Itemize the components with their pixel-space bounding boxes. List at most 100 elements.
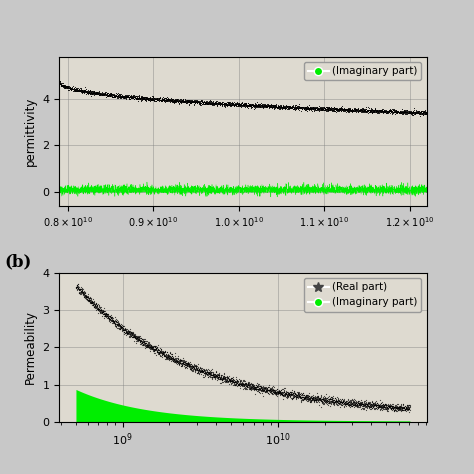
Point [275,389,283,397]
Point [252,100,259,108]
Point [392,109,400,117]
Point [308,394,316,402]
Point [229,377,237,384]
Point [174,98,182,105]
Point [397,403,404,410]
Point [363,108,370,116]
Point [100,90,108,98]
Point [398,109,406,116]
Point [201,99,209,106]
Point [139,335,146,342]
Point [250,385,257,392]
Point [196,100,204,107]
Point [58,81,66,89]
Point [255,100,262,108]
Point [343,401,350,408]
Point [357,401,365,408]
Point [343,105,351,112]
Point [143,341,150,349]
Point [158,96,165,103]
Point [87,88,95,96]
Point [293,104,301,111]
Point [264,383,272,391]
Point [248,381,255,388]
Point [166,354,173,362]
Point [153,346,160,353]
Point [115,324,123,332]
Point [360,107,368,114]
Point [238,100,246,107]
Point [387,402,394,410]
Point [110,318,118,326]
Point [232,102,240,109]
Point [204,370,212,378]
Point [341,397,348,404]
Point [333,397,341,405]
Point [332,396,340,403]
Point [326,398,334,405]
Point [130,93,138,101]
Point [285,390,292,397]
Point [104,90,111,97]
Point [187,362,195,369]
Point [238,98,246,106]
Point [75,283,82,291]
Point [291,103,299,111]
Point [56,79,64,87]
Point [404,405,412,412]
Point [366,107,374,115]
Point [113,94,121,102]
Point [125,328,132,336]
Point [311,392,319,400]
Point [228,100,236,108]
Point [351,401,359,408]
Point [192,98,200,106]
Point [251,385,258,392]
Point [79,287,86,294]
Point [94,90,102,98]
Point [236,100,244,108]
Point [175,360,183,367]
Point [125,92,132,100]
Point [265,102,273,110]
Point [228,376,236,384]
Point [299,389,307,396]
Point [353,106,360,114]
Point [371,405,378,412]
Point [312,106,320,113]
Point [137,337,145,345]
Point [175,96,183,104]
Point [204,100,212,107]
Point [347,107,355,115]
Point [155,346,163,354]
Point [325,395,332,403]
Point [334,394,342,401]
Point [137,94,144,102]
Point [197,368,205,375]
Point [207,367,214,375]
Point [335,397,343,404]
Point [200,371,207,378]
Point [309,103,317,111]
Point [161,96,168,103]
Point [199,99,207,106]
Point [269,101,277,109]
Point [214,373,222,381]
Point [156,348,164,356]
Point [93,90,100,98]
Point [356,397,363,404]
Point [344,106,352,113]
Point [101,310,109,318]
Point [351,106,359,114]
Point [373,108,381,115]
Point [134,92,142,100]
Point [291,390,299,397]
Point [270,387,277,394]
Point [302,393,310,401]
Point [362,107,370,115]
Point [232,378,239,385]
Point [244,101,252,109]
Point [373,107,381,115]
Point [129,330,137,337]
Point [399,109,406,117]
